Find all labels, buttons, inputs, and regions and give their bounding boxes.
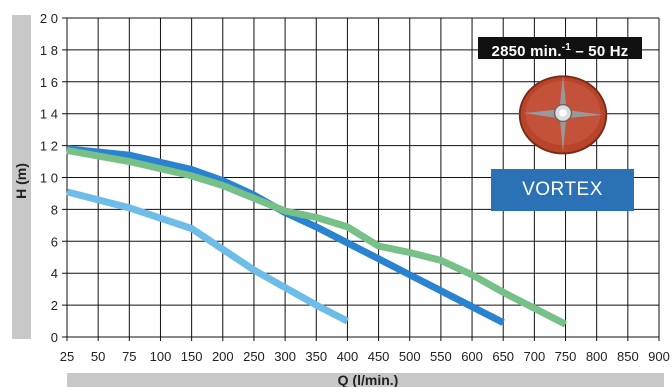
x-axis-band xyxy=(67,373,664,387)
y-axis-band xyxy=(12,15,31,339)
x-tick-label: 650 xyxy=(492,349,514,364)
x-tick-label: 550 xyxy=(430,349,452,364)
y-tick-label: 1 4 xyxy=(40,107,58,122)
x-tick-label: 400 xyxy=(337,349,359,364)
x-tick-label: 150 xyxy=(181,349,203,364)
x-tick-label: 200 xyxy=(212,349,234,364)
y-tick-label: 1 0 xyxy=(40,171,58,186)
x-tick-label: 600 xyxy=(461,349,483,364)
x-tick-label: 450 xyxy=(368,349,390,364)
y-tick-label: 4 xyxy=(51,266,58,281)
y-tick-label: 6 xyxy=(51,234,58,249)
y-tick-label: 1 8 xyxy=(40,43,58,58)
vortex-label: VORTEX xyxy=(491,169,634,211)
x-tick-label: 900 xyxy=(648,349,670,364)
vortex-impeller-image xyxy=(518,75,608,155)
x-tick-label: 350 xyxy=(305,349,327,364)
x-tick-label: 700 xyxy=(524,349,546,364)
series-line-3 xyxy=(66,146,568,328)
x-tick-label: 750 xyxy=(555,349,577,364)
x-tick-labels: 25 50 75 100 150 200 250 300 350 400 450 500 550 600 6… xyxy=(60,349,670,364)
speed-badge: 2850 min.-1 – 50 Hz xyxy=(478,37,642,60)
x-tick-label: 800 xyxy=(586,349,608,364)
x-tick-label: 25 xyxy=(60,349,74,364)
x-tick-label: 300 xyxy=(274,349,296,364)
series-line-2 xyxy=(66,145,505,326)
badge-exponent: -1 xyxy=(561,42,571,53)
x-tick-label: 850 xyxy=(617,349,639,364)
y-tick-label: 1 2 xyxy=(40,139,58,154)
y-tick-label: 2 xyxy=(51,298,58,313)
x-axis-title: Q (l/min.) xyxy=(338,372,399,387)
y-axis-title: H (m) xyxy=(13,163,29,199)
x-tick-label: 50 xyxy=(91,349,105,364)
x-tick-label: 100 xyxy=(150,349,172,364)
series-line-1 xyxy=(66,188,350,325)
series-group xyxy=(66,145,568,328)
x-tick-label: 75 xyxy=(122,349,136,364)
y-tick-label: 0 xyxy=(51,330,58,345)
y-tick-labels: 0 2 4 6 8 1 0 1 2 1 4 1 6 1 8 2 0 xyxy=(40,11,58,345)
x-tick-label: 250 xyxy=(243,349,265,364)
x-tick-label: 500 xyxy=(399,349,421,364)
y-tick-label: 8 xyxy=(51,202,58,217)
y-tick-label: 2 0 xyxy=(40,11,58,26)
y-tick-label: 1 6 xyxy=(40,75,58,90)
